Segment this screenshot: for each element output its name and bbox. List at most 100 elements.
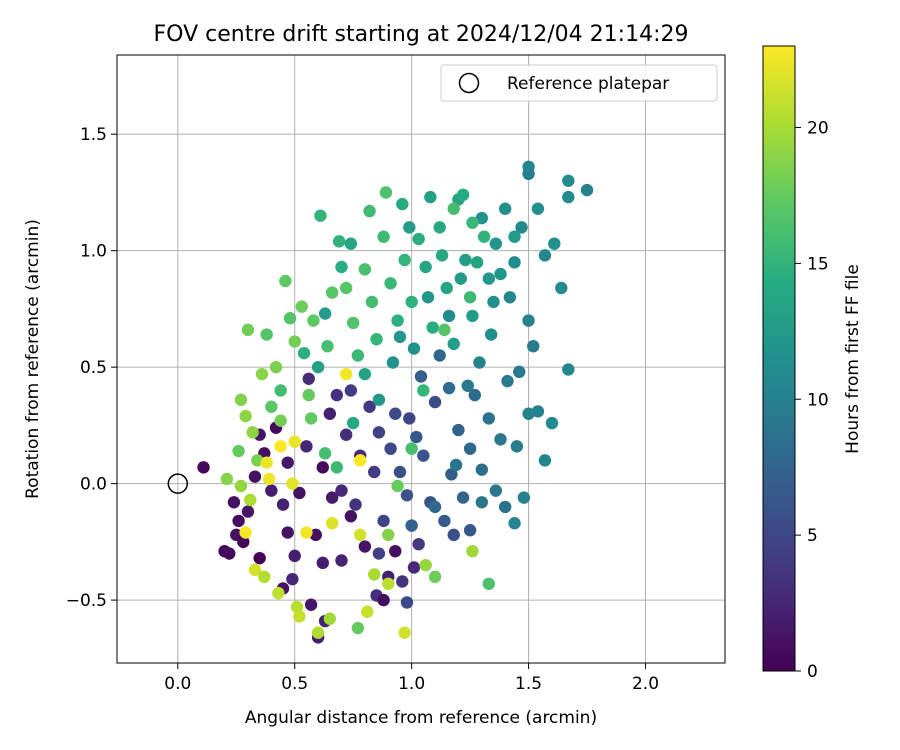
data-point: [335, 260, 348, 274]
data-point: [468, 388, 481, 402]
data-point: [281, 526, 294, 539]
y-axis-label: Rotation from reference (arcmin): [23, 219, 43, 499]
data-point: [393, 465, 407, 479]
data-point: [241, 323, 255, 337]
data-point: [330, 461, 344, 474]
data-point: [503, 291, 517, 304]
data-point: [279, 274, 292, 288]
x-tick-label: 2.0: [632, 674, 659, 694]
data-point: [316, 461, 329, 474]
data-point: [424, 190, 437, 204]
x-tick-label: 0.5: [281, 674, 308, 694]
colorbar-label: Hours from first FF file: [843, 264, 863, 454]
data-point: [548, 237, 561, 250]
data-point: [318, 307, 332, 320]
data-point: [517, 491, 531, 504]
data-point: [562, 190, 575, 204]
legend-marker-reference-platepar: [458, 72, 480, 94]
data-point: [487, 295, 500, 309]
data-point: [300, 440, 313, 453]
data-point: [281, 456, 294, 469]
data-point: [484, 328, 498, 341]
data-point: [463, 442, 477, 455]
data-point: [475, 496, 488, 509]
data-point: [307, 314, 320, 327]
plot-area: 0.0 0.5 1.0 1.5 2.0 −0.5 0.0 0.5 1.0 1.5: [66, 54, 726, 694]
data-point: [370, 332, 383, 346]
data-point: [414, 370, 428, 383]
data-point: [197, 461, 210, 474]
data-point: [234, 393, 248, 406]
data-point: [339, 367, 353, 381]
data-point: [269, 360, 283, 374]
data-point: [428, 395, 442, 409]
data-point: [262, 472, 276, 486]
data-point: [419, 260, 432, 274]
data-point: [258, 570, 271, 584]
data-point: [489, 484, 503, 497]
data-point: [522, 407, 535, 420]
data-point: [508, 517, 521, 530]
data-point: [463, 291, 477, 304]
data-point: [223, 547, 236, 560]
data-point: [358, 367, 372, 381]
data-point: [255, 367, 269, 381]
data-point: [531, 405, 545, 418]
legend-label-reference-platepar: Reference platepar: [507, 74, 669, 94]
data-point: [452, 423, 465, 437]
data-point: [232, 444, 245, 458]
colorbar-tick-label: 10: [807, 390, 829, 410]
data-point: [311, 360, 325, 374]
data-point: [555, 281, 568, 295]
data-point: [428, 570, 442, 584]
data-point: [442, 381, 456, 395]
data-point: [274, 414, 287, 427]
data-point: [456, 491, 470, 504]
data-point: [311, 626, 325, 639]
data-point: [384, 442, 397, 455]
data-point: [339, 281, 353, 295]
y-tick-label: 0.5: [80, 358, 107, 378]
data-point: [470, 256, 484, 269]
data-point: [398, 626, 411, 639]
data-point: [494, 433, 507, 446]
data-point: [351, 349, 365, 362]
data-point: [220, 472, 234, 486]
data-point: [372, 393, 386, 406]
data-point: [489, 237, 503, 250]
data-point: [449, 458, 463, 472]
data-point: [433, 221, 446, 234]
data-point: [510, 440, 524, 453]
data-point: [482, 577, 496, 590]
data-point: [435, 249, 449, 262]
y-tick-label: −0.5: [66, 591, 107, 611]
data-point: [438, 514, 451, 528]
data-point: [321, 339, 334, 353]
data-point: [227, 496, 241, 509]
y-tick-label: 1.5: [80, 125, 107, 145]
data-point: [398, 253, 411, 267]
data-point: [251, 454, 264, 467]
data-point: [358, 263, 372, 276]
data-point: [265, 484, 278, 497]
legend: Reference platepar: [440, 64, 718, 102]
data-point: [438, 323, 451, 337]
data-point: [498, 202, 512, 215]
y-tick-label: 1.0: [80, 242, 107, 262]
data-point: [513, 365, 526, 379]
data-point: [515, 221, 528, 234]
data-point: [318, 447, 332, 460]
data-point: [382, 528, 395, 542]
data-point: [447, 528, 460, 542]
data-point: [246, 426, 259, 439]
data-point: [344, 237, 358, 250]
data-point: [473, 356, 486, 369]
data-point: [260, 328, 273, 341]
data-point: [323, 612, 336, 625]
data-point: [498, 500, 512, 514]
data-point: [522, 314, 535, 327]
data-point: [304, 412, 318, 425]
data-point: [302, 372, 315, 386]
x-axis-label: Angular distance from reference (arcmin): [245, 708, 597, 728]
